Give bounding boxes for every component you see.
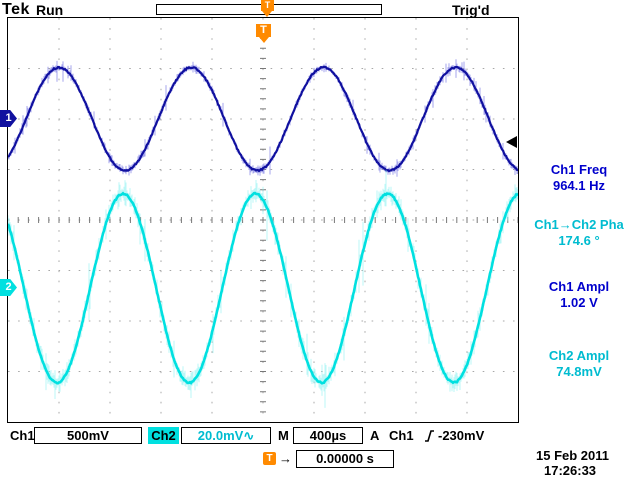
ch2-ground-marker: 2 xyxy=(0,279,17,296)
measurement-value: 1.02 V xyxy=(560,295,598,310)
measurement-ch1-freq: Ch1 Freq 964.1 Hz xyxy=(518,162,640,194)
trigger-status: Trig'd xyxy=(452,2,490,18)
measurement-value: 174.6 ° xyxy=(558,233,600,248)
trigger-position-arrow-topbar-icon xyxy=(262,11,272,17)
tek-logo: Tek xyxy=(2,1,30,18)
measurement-value: 74.8mV xyxy=(556,364,602,379)
time-readout: 17:26:33 xyxy=(544,463,597,478)
trigger-type-label: A xyxy=(370,428,380,443)
trigger-level-readout: -230mV xyxy=(438,428,485,443)
horizontal-position-readout: 0.00000 s xyxy=(296,450,394,468)
ch1-status-label: Ch1 xyxy=(10,428,35,443)
ac-coupling-icon: ∿ xyxy=(243,428,255,443)
trigger-level-arrow-icon xyxy=(506,136,517,149)
trigger-position-arrow-icon xyxy=(259,37,269,43)
ch2-scale-readout: 20.0mV∿ xyxy=(181,427,271,444)
trigger-source-readout: Ch1 xyxy=(389,428,414,443)
measurement-label: Ch2 Ampl xyxy=(548,348,610,363)
ch1-scale-readout: 500mV xyxy=(34,427,142,444)
timebase-label: M xyxy=(278,428,289,443)
date-readout: 15 Feb 2011 xyxy=(536,448,609,463)
measurement-label: Ch1→Ch2 Pha xyxy=(534,217,624,232)
measurement-ch1-ampl: Ch1 Ampl 1.02 V xyxy=(518,279,640,311)
horizontal-trigger-marker: T xyxy=(263,452,276,465)
timebase-readout: 400µs xyxy=(293,427,363,444)
ch1-ground-marker: 1 xyxy=(0,110,17,127)
ch2-status-badge: Ch2 xyxy=(148,427,179,444)
trigger-slope-icon xyxy=(424,429,435,448)
acquisition-status: Run xyxy=(36,2,64,18)
measurement-ch1-ch2-phase: Ch1→Ch2 Pha 174.6 ° xyxy=(518,217,640,249)
measurement-ch2-ampl: Ch2 Ampl 74.8mV xyxy=(518,348,640,380)
waveform-display xyxy=(8,18,518,422)
trigger-position-marker-topbar: T xyxy=(261,0,274,11)
graticule: T xyxy=(7,17,519,423)
trigger-position-marker: T xyxy=(256,24,271,37)
horizontal-trigger-arrow-icon: → xyxy=(279,451,292,466)
measurement-label: Ch1 Freq xyxy=(550,162,608,177)
measurement-label: Ch1 Ampl xyxy=(548,279,610,294)
measurement-value: 964.1 Hz xyxy=(552,178,606,193)
